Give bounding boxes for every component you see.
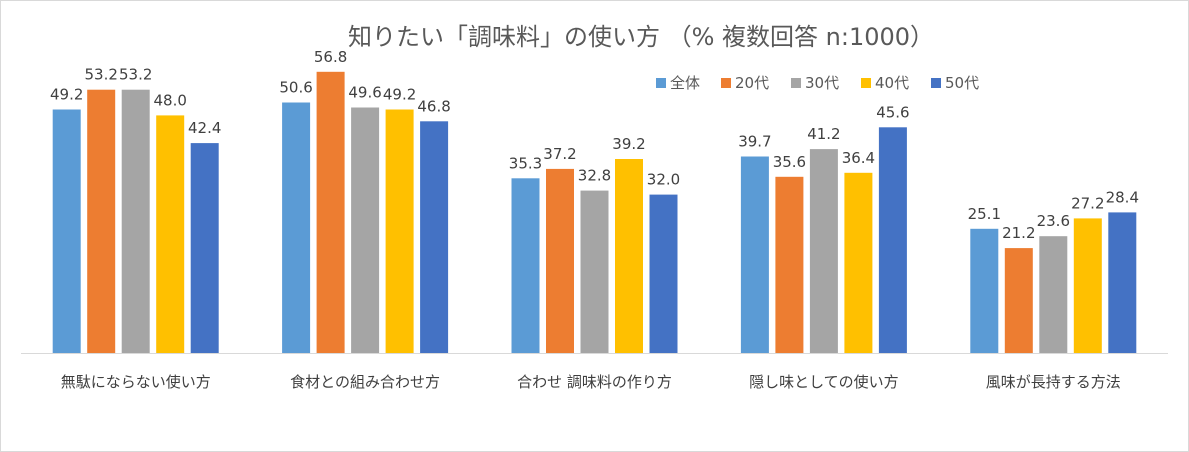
data-label: 50.6 — [279, 79, 312, 97]
bar-全体-1 — [52, 109, 81, 353]
data-label: 35.6 — [773, 153, 806, 171]
data-label: 46.8 — [417, 97, 450, 115]
data-label: 49.6 — [348, 84, 381, 102]
bar-40代-3 — [615, 159, 643, 353]
data-label: 49.2 — [383, 86, 416, 104]
plot-area: 49.253.2 53.248.042.4無駄にならない使い方50.656.849… — [21, 48, 1168, 391]
legend-swatch — [791, 78, 801, 88]
bar-20代-5 — [1004, 248, 1033, 353]
data-label: 49.2 — [50, 86, 83, 104]
category-label: 隠し味としての使い方 — [749, 373, 899, 391]
legend-entry: 20代 — [735, 74, 769, 92]
legend-entry: 全体 — [670, 74, 700, 92]
legend-swatch — [931, 78, 941, 88]
category-label: 合わせ 調味料の作り方 — [517, 373, 672, 391]
category-label: 風味が長持する方法 — [986, 373, 1121, 391]
bar-全体-3 — [511, 178, 540, 353]
chart-legend: 全体 20代 30代 40代 50代 — [656, 74, 979, 92]
bar-全体-2 — [282, 102, 311, 353]
bar-40代-4 — [844, 172, 873, 353]
bar-40代-5 — [1073, 218, 1102, 353]
data-label: 23.6 — [1037, 212, 1070, 230]
bar-30代-5 — [1039, 236, 1068, 353]
bar-全体-5 — [970, 228, 999, 353]
data-label: 39.7 — [738, 133, 771, 151]
data-label: 53.2 — [119, 66, 152, 84]
bar-30代-1 — [121, 89, 150, 353]
bar-50代-3 — [649, 194, 678, 353]
legend-entry: 30代 — [805, 74, 839, 92]
bar-30代-2 — [351, 107, 380, 353]
category-label: 食材との組み合わせ方 — [290, 373, 440, 391]
legend-swatch — [861, 78, 871, 88]
legend-swatch — [721, 78, 731, 88]
bar-30代-3 — [580, 190, 609, 353]
data-label: 53.2 — [84, 66, 117, 84]
bar-20代-1 — [87, 89, 116, 353]
bar-50代-5 — [1108, 212, 1137, 353]
bar-50代-2 — [420, 121, 449, 353]
data-label: 35.3 — [509, 154, 542, 172]
bar-全体-4 — [740, 156, 769, 353]
data-label: 32.0 — [647, 171, 680, 189]
data-label: 42.4 — [188, 119, 221, 137]
data-label: 21.2 — [1002, 224, 1035, 242]
bar-20代-2 — [316, 71, 345, 354]
data-label: 28.4 — [1106, 188, 1139, 206]
bar-50代-4 — [878, 127, 907, 353]
data-label: 32.8 — [578, 167, 611, 185]
data-label: 37.2 — [543, 145, 576, 163]
data-label: 39.2 — [612, 135, 645, 153]
bar-50代-1 — [190, 143, 219, 353]
bar-20代-3 — [546, 168, 574, 353]
legend-entry: 50代 — [945, 74, 979, 92]
bar-20代-4 — [775, 176, 804, 353]
bar-40代-1 — [156, 115, 185, 354]
data-label: 45.6 — [876, 103, 909, 121]
data-label: 48.0 — [153, 91, 186, 109]
data-label: 25.1 — [968, 205, 1001, 223]
chart-title: 知りたい「調味料」の使い方 （% 複数回答 n:1000） — [348, 23, 934, 51]
data-label: 36.4 — [842, 149, 875, 167]
bar-40代-2 — [385, 109, 414, 353]
legend-swatch — [656, 78, 666, 88]
data-label: 27.2 — [1071, 194, 1104, 212]
legend-entry: 40代 — [875, 74, 909, 92]
bar-30代-4 — [809, 149, 838, 353]
category-label: 無駄にならない使い方 — [61, 373, 211, 391]
data-label: 56.8 — [314, 48, 347, 66]
data-label: 41.2 — [807, 125, 840, 143]
